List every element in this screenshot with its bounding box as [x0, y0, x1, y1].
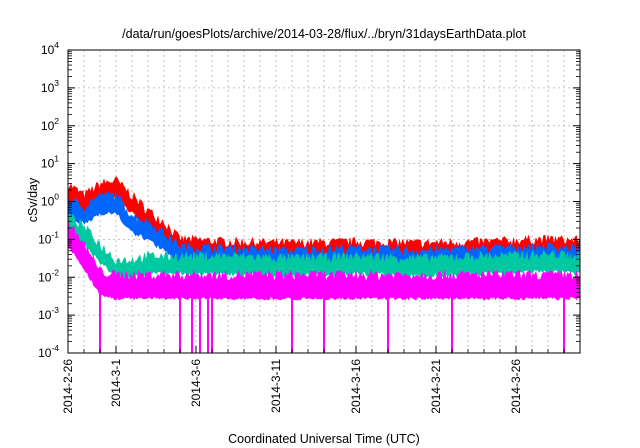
x-axis: 2014-2-26 2014-3-1 2014-3-6 2014-3-11 2014-3…	[61, 346, 565, 414]
grid	[68, 50, 580, 353]
y-tick-label: 10-4	[38, 343, 59, 360]
x-tick-label: 2014-2-26	[61, 359, 75, 414]
x-tick-label: 2014-3-1	[109, 359, 123, 407]
y-tick-label: 10-1	[38, 229, 59, 246]
y-axis: 10-4 10-3 10-2 10-1 100 101 102 103 104	[38, 40, 580, 360]
x-tick-label: 2014-3-21	[429, 359, 443, 414]
series-group	[67, 176, 580, 301]
x-axis-label: Coordinated Universal Time (UTC)	[228, 432, 420, 446]
y-tick-label: 10-3	[38, 305, 59, 322]
y-tick-label: 103	[41, 78, 59, 95]
chart-title: /data/run/goesPlots/archive/2014-03-28/f…	[122, 27, 526, 41]
x-tick-label: 2014-3-26	[509, 359, 523, 414]
x-tick-label: 2014-3-6	[189, 359, 203, 407]
x-tick-label: 2014-3-11	[269, 359, 283, 413]
x-tick-label: 2014-3-16	[349, 359, 363, 414]
dropout-group	[99, 280, 565, 353]
y-axis-label: cSv/day	[26, 177, 40, 222]
y-tick-label: 104	[41, 40, 59, 57]
y-tick-label: 10-2	[38, 267, 59, 284]
y-tick-label: 101	[41, 154, 59, 171]
y-tick-label: 100	[41, 192, 59, 209]
y-tick-label: 102	[41, 116, 59, 133]
